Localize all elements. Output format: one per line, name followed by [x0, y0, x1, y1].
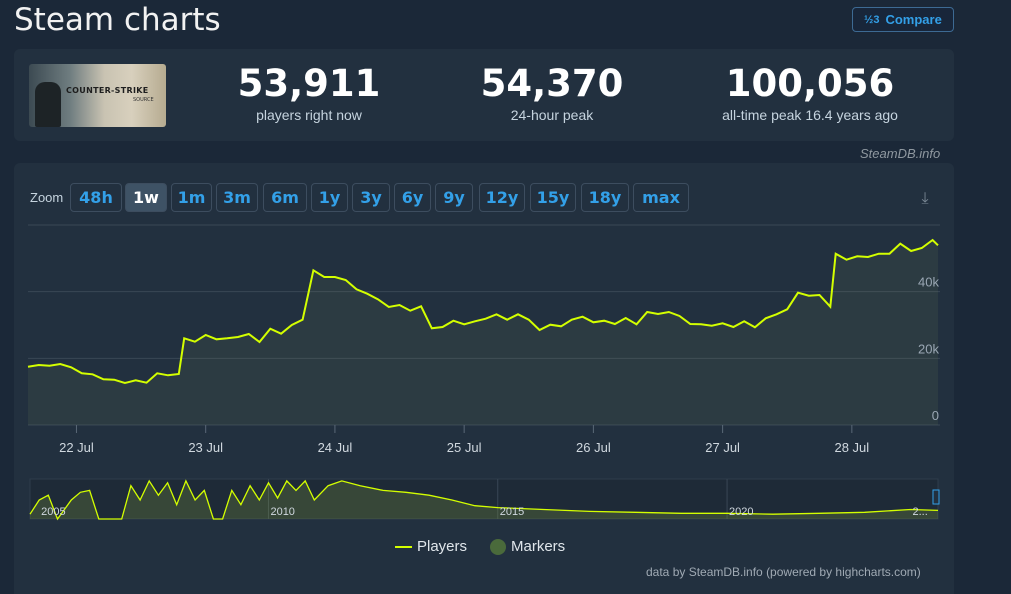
stat-peak-24h-value: 54,370	[480, 62, 624, 105]
zoom-button-3y[interactable]: 3y	[352, 183, 390, 212]
source-attribution[interactable]: SteamDB.info	[860, 146, 941, 161]
zoom-label: Zoom	[30, 190, 64, 205]
stat-current-value: 53,911	[237, 62, 381, 105]
page-title: Steam charts	[14, 2, 221, 38]
game-logo: COUNTER-STRIKE	[66, 86, 149, 95]
players-area	[28, 240, 938, 425]
x-tick-label: 25 Jul	[447, 440, 482, 455]
compare-label: Compare	[885, 12, 942, 27]
x-tick-label: 28 Jul	[834, 440, 869, 455]
zoom-button-6y[interactable]: 6y	[394, 183, 431, 212]
zoom-button-3m[interactable]: 3m	[216, 183, 258, 212]
x-tick-label: 24 Jul	[318, 440, 353, 455]
y-tick-label: 20k	[918, 341, 939, 356]
navigator-area	[30, 480, 938, 519]
navigator-line	[29, 479, 939, 521]
navigator-background	[29, 478, 939, 520]
zoom-button-max[interactable]: max	[633, 183, 689, 212]
navigator-tick-label: 2010	[270, 506, 294, 518]
game-banner[interactable]: COUNTER-STRIKE SOURCE	[29, 64, 166, 127]
x-tick-label: 23 Jul	[188, 440, 223, 455]
stats-panel: COUNTER-STRIKE SOURCE 53,911 players rig…	[14, 49, 954, 141]
stat-current-label: players right now	[256, 107, 362, 123]
zoom-button-1w[interactable]: 1w	[125, 183, 167, 212]
zoom-button-18y[interactable]: 18y	[581, 183, 629, 212]
legend-markers[interactable]: Markers	[490, 538, 565, 555]
zoom-button-1y[interactable]: 1y	[311, 183, 348, 212]
y-tick-label: 40k	[918, 275, 939, 290]
navigator-handle	[932, 489, 940, 505]
download-icon[interactable]: ⤓	[921, 190, 929, 207]
zoom-button-12y[interactable]: 12y	[479, 183, 525, 212]
legend-players[interactable]: Players	[395, 538, 467, 555]
x-tick-label: 26 Jul	[576, 440, 611, 455]
zoom-button-48h[interactable]: 48h	[70, 183, 122, 212]
soldier-figure	[35, 82, 61, 127]
zoom-button-15y[interactable]: 15y	[530, 183, 576, 212]
stat-alltime-peak-value: 100,056	[725, 62, 895, 105]
navigator-tick-label: 2020	[729, 506, 753, 518]
legend-dot-swatch	[490, 538, 506, 555]
credits[interactable]: data by SteamDB.info (powered by highcha…	[646, 565, 921, 579]
y-tick-label: 0	[932, 408, 939, 423]
legend-line-swatch	[395, 545, 412, 548]
navigator-tick-label: 2005	[41, 506, 65, 518]
compare-icon: ½3	[864, 13, 880, 26]
legend-markers-label: Markers	[511, 538, 566, 555]
x-tick-label: 22 Jul	[59, 440, 94, 455]
stat-alltime-peak-label: all-time peak 16.4 years ago	[722, 107, 898, 123]
navigator-tick-label: 2...	[912, 506, 927, 518]
stat-alltime-peak: 100,056 all-time peak 16.4 years ago	[694, 62, 926, 124]
players-line	[27, 238, 939, 385]
compare-button[interactable]: ½3 Compare	[852, 7, 954, 32]
stat-current: 53,911 players right now	[194, 62, 424, 124]
zoom-button-9y[interactable]: 9y	[435, 183, 473, 212]
zoom-button-1m[interactable]: 1m	[171, 183, 212, 212]
game-logo-sub: SOURCE	[133, 97, 154, 103]
zoom-button-6m[interactable]: 6m	[263, 183, 307, 212]
navigator-tick-label: 2015	[500, 506, 524, 518]
x-tick-label: 27 Jul	[705, 440, 740, 455]
chart-panel	[14, 163, 954, 594]
stat-peak-24h-label: 24-hour peak	[510, 107, 594, 123]
legend-players-label: Players	[417, 538, 468, 555]
stat-peak-24h: 54,370 24-hour peak	[437, 62, 667, 124]
